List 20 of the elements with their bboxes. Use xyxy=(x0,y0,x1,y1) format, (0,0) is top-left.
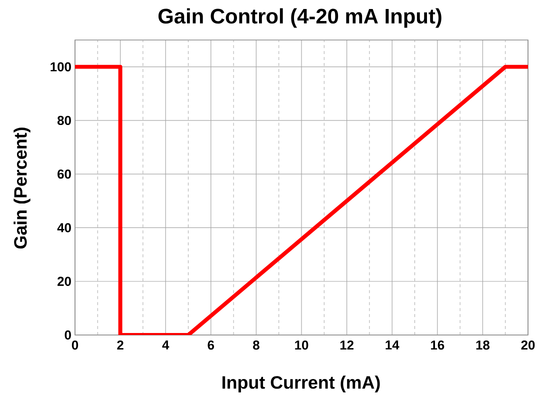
chart-title: Gain Control (4-20 mA Input) xyxy=(158,8,442,28)
x-tick-label: 10 xyxy=(295,340,308,350)
y-tick-label: 60 xyxy=(58,170,71,179)
x-tick-label: 0 xyxy=(72,340,78,350)
y-axis-title: Gain (Percent) xyxy=(14,128,30,249)
x-axis-title: Input Current (mA) xyxy=(222,376,380,392)
x-tick-label: 4 xyxy=(162,340,170,350)
x-tick-label: 6 xyxy=(208,340,214,350)
x-tick-label: 16 xyxy=(431,340,444,350)
x-tick-label: 20 xyxy=(521,340,535,350)
x-tick-label: 8 xyxy=(253,340,260,350)
x-tick-label: 14 xyxy=(386,340,400,350)
y-tick-label: 40 xyxy=(57,223,71,232)
y-tick-label: 20 xyxy=(58,276,71,286)
y-tick-label: 80 xyxy=(57,116,71,126)
x-tick-label: 2 xyxy=(117,340,124,350)
y-tick-label: 100 xyxy=(50,62,71,72)
x-tick-label: 18 xyxy=(476,340,490,350)
x-tick-label: 12 xyxy=(340,340,354,350)
y-tick-label: 0 xyxy=(64,330,71,340)
